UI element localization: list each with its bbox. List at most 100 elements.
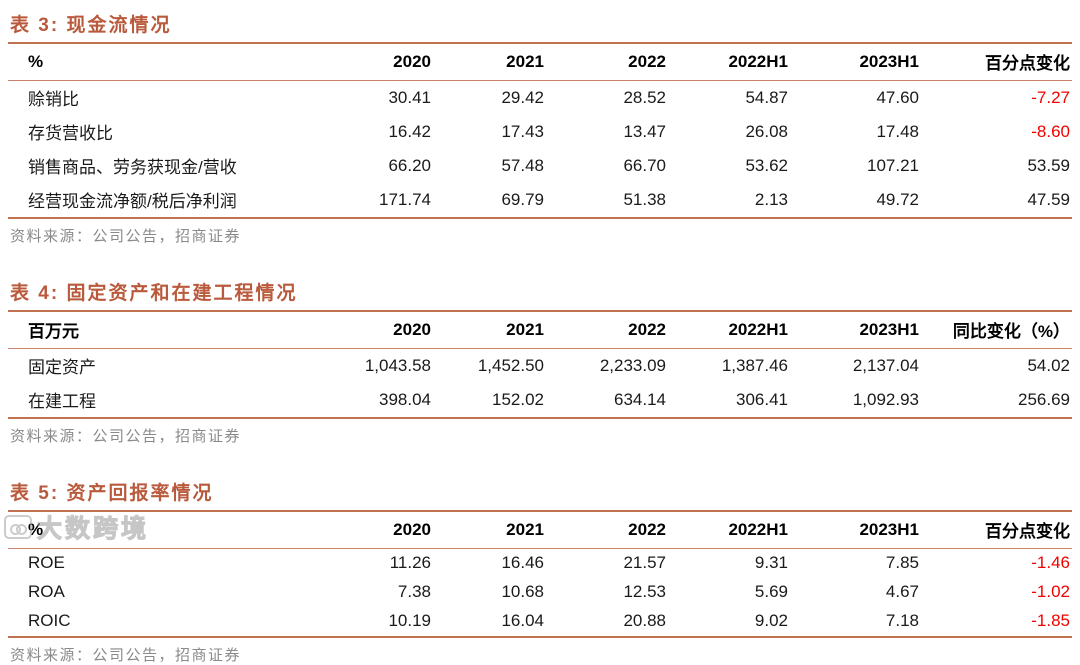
cell: 66.20 bbox=[388, 155, 431, 175]
cell: 57.48 bbox=[501, 155, 544, 175]
column-header: 2022 bbox=[546, 512, 668, 549]
cell: 54.02 bbox=[1027, 355, 1070, 375]
column-header: 2023H1 bbox=[790, 44, 921, 81]
cell: 17.43 bbox=[501, 121, 544, 141]
cell: 1,387.46 bbox=[721, 355, 788, 375]
column-header: 2022 bbox=[546, 312, 668, 349]
cash-flow-table: % 2020 2021 2022 2022H1 2023H1 百分点变化 赊销比… bbox=[8, 44, 1072, 219]
cell: 7.38 bbox=[397, 582, 431, 601]
cell: 16.04 bbox=[501, 611, 544, 630]
cell: 66.70 bbox=[623, 155, 666, 175]
column-header: 2021 bbox=[433, 512, 546, 549]
column-header: 2022 bbox=[546, 44, 668, 81]
column-header: 同比变化（%） bbox=[921, 312, 1072, 349]
cell: 69.79 bbox=[501, 189, 544, 209]
row-label: 赊销比 bbox=[28, 90, 79, 109]
row-label: 经营现金流净额/税后净利润 bbox=[28, 192, 237, 211]
table5-title: 表 5: 资产回报率情况 bbox=[8, 478, 1072, 512]
table3-title: 表 3: 现金流情况 bbox=[8, 10, 1072, 44]
column-header: 2022H1 bbox=[668, 312, 790, 349]
cell: 2,233.09 bbox=[599, 355, 666, 375]
cell: 13.47 bbox=[623, 121, 666, 141]
cell: 4.67 bbox=[885, 582, 919, 601]
cell: 51.38 bbox=[623, 189, 666, 209]
cell: 7.18 bbox=[885, 611, 919, 630]
table-row: ROA 7.38 10.68 12.53 5.69 4.67 -1.02 bbox=[8, 578, 1072, 607]
cash-flow-section: 表 3: 现金流情况 % 2020 2021 2022 2022H1 2023H… bbox=[8, 10, 1072, 246]
cell: 28.52 bbox=[623, 87, 666, 107]
cell: 1,043.58 bbox=[364, 355, 431, 375]
column-header: 2020 bbox=[313, 512, 433, 549]
cell: 107.21 bbox=[867, 155, 919, 175]
cell: 47.60 bbox=[876, 87, 919, 107]
cell: 10.19 bbox=[388, 611, 431, 630]
cell: 49.72 bbox=[876, 189, 919, 209]
row-label: 在建工程 bbox=[28, 392, 96, 411]
cell: 12.53 bbox=[623, 582, 666, 601]
cell: 54.87 bbox=[745, 87, 788, 107]
cell: 26.08 bbox=[745, 121, 788, 141]
header-row: % 2020 2021 2022 2022H1 2023H1 百分点变化 bbox=[8, 44, 1072, 81]
table-row: 固定资产 1,043.58 1,452.50 2,233.09 1,387.46… bbox=[8, 349, 1072, 384]
column-header: 2022H1 bbox=[668, 44, 790, 81]
column-header: 百分点变化 bbox=[921, 512, 1072, 549]
cell: 20.88 bbox=[623, 611, 666, 630]
table-row: 销售商品、劳务获现金/营收 66.20 57.48 66.70 53.62 10… bbox=[8, 149, 1072, 183]
column-header: 百分点变化 bbox=[921, 44, 1072, 81]
cell: 152.02 bbox=[492, 389, 544, 409]
cell: 2,137.04 bbox=[852, 355, 919, 375]
table-row: 存货营收比 16.42 17.43 13.47 26.08 17.48 -8.6… bbox=[8, 115, 1072, 149]
column-header: 2020 bbox=[313, 312, 433, 349]
header-row: % 2020 2021 2022 2022H1 2023H1 百分点变化 bbox=[8, 512, 1072, 549]
cell: -7.27 bbox=[1031, 87, 1070, 107]
row-label: ROA bbox=[28, 582, 65, 601]
column-header: 2022H1 bbox=[668, 512, 790, 549]
column-header: % bbox=[8, 44, 313, 81]
cell: 53.62 bbox=[745, 155, 788, 175]
column-header: 2023H1 bbox=[790, 312, 921, 349]
source-note: 资料来源：公司公告，招商证券 bbox=[10, 647, 242, 664]
source-note: 资料来源：公司公告，招商证券 bbox=[10, 228, 242, 245]
cell: 398.04 bbox=[379, 389, 431, 409]
cell: 256.69 bbox=[1018, 389, 1070, 409]
table-row: ROIC 10.19 16.04 20.88 9.02 7.18 -1.85 bbox=[8, 607, 1072, 637]
cell: -1.85 bbox=[1031, 611, 1070, 630]
header-row: 百万元 2020 2021 2022 2022H1 2023H1 同比变化（%） bbox=[8, 312, 1072, 349]
row-label: ROIC bbox=[28, 611, 71, 630]
returns-section: 表 5: 资产回报率情况 % 2020 2021 2022 2022H1 202… bbox=[8, 478, 1072, 665]
row-label: 销售商品、劳务获现金/营收 bbox=[28, 158, 237, 177]
cell: 5.69 bbox=[754, 582, 788, 601]
table-row: 赊销比 30.41 29.42 28.52 54.87 47.60 -7.27 bbox=[8, 81, 1072, 116]
cell: 1,452.50 bbox=[477, 355, 544, 375]
row-label: 存货营收比 bbox=[28, 124, 113, 143]
column-header: 百万元 bbox=[8, 312, 313, 349]
row-label: 固定资产 bbox=[28, 358, 96, 377]
cell: 1,092.93 bbox=[852, 389, 919, 409]
fixed-assets-section: 表 4: 固定资产和在建工程情况 百万元 2020 2021 2022 2022… bbox=[8, 278, 1072, 446]
table-row: 在建工程 398.04 152.02 634.14 306.41 1,092.9… bbox=[8, 383, 1072, 418]
returns-table: % 2020 2021 2022 2022H1 2023H1 百分点变化 ROE… bbox=[8, 512, 1072, 638]
cell: 634.14 bbox=[614, 389, 666, 409]
cell: 17.48 bbox=[876, 121, 919, 141]
cell: 9.02 bbox=[754, 611, 788, 630]
column-header: 2021 bbox=[433, 44, 546, 81]
cell: 29.42 bbox=[501, 87, 544, 107]
column-header: 2020 bbox=[313, 44, 433, 81]
cell: 53.59 bbox=[1027, 155, 1070, 175]
cell: 47.59 bbox=[1027, 189, 1070, 209]
column-header: 2023H1 bbox=[790, 512, 921, 549]
cell: 16.42 bbox=[388, 121, 431, 141]
cell: -8.60 bbox=[1031, 121, 1070, 141]
cell: 30.41 bbox=[388, 87, 431, 107]
column-header: 2021 bbox=[433, 312, 546, 349]
fixed-assets-table: 百万元 2020 2021 2022 2022H1 2023H1 同比变化（%）… bbox=[8, 312, 1072, 419]
source-note: 资料来源：公司公告，招商证券 bbox=[10, 428, 242, 445]
cell: 171.74 bbox=[379, 189, 431, 209]
column-header: % bbox=[8, 512, 313, 549]
cell: 306.41 bbox=[736, 389, 788, 409]
table-row: 经营现金流净额/税后净利润 171.74 69.79 51.38 2.13 49… bbox=[8, 183, 1072, 218]
table4-title: 表 4: 固定资产和在建工程情况 bbox=[8, 278, 1072, 312]
cell: -1.02 bbox=[1031, 582, 1070, 601]
cell: 2.13 bbox=[754, 189, 788, 209]
